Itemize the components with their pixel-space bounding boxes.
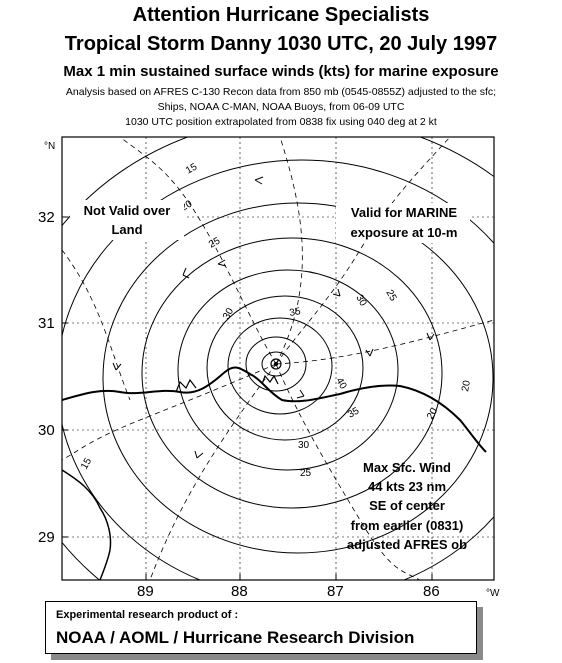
- contour-label: 20: [460, 379, 473, 392]
- contour-label: 35: [289, 306, 302, 319]
- coastline: [62, 366, 487, 580]
- not-valid-label: Not Valid over: [84, 203, 171, 218]
- contour-label: 25: [383, 288, 398, 304]
- analysis-note-2: Ships, NOAA C-MAN, NOAA Buoys, from 06-0…: [157, 101, 405, 113]
- storm-center-icon: [270, 358, 282, 370]
- max-wind-label: SE of center: [369, 498, 445, 513]
- contour-label: 15: [184, 161, 200, 176]
- contour-label: 25: [207, 235, 223, 250]
- credit-line-2: NOAA / AOML / Hurricane Research Divisio…: [56, 628, 415, 647]
- lon-tick-89: 89: [137, 583, 154, 600]
- lat-tick-29: 29: [38, 529, 55, 546]
- contour-label: 20: [425, 406, 440, 422]
- lon-tick-86: 86: [423, 583, 440, 600]
- wind-arrows: [112, 176, 435, 459]
- max-wind-label: from earlier (0831): [351, 518, 464, 533]
- analysis-note-3: 1030 UTC position extrapolated from 0838…: [125, 116, 437, 128]
- max-wind-label: adjusted AFRES ob: [347, 537, 467, 552]
- contour-label: 25: [300, 468, 312, 479]
- valid-marine-label: Valid for MARINE: [351, 205, 458, 220]
- title-line-3: Max 1 min sustained surface winds (kts) …: [63, 63, 499, 80]
- credit-box: Experimental research product of : NOAA …: [45, 601, 477, 654]
- analysis-note-1: Analysis based on AFRES C-130 Recon data…: [65, 86, 497, 98]
- axis-ticks: [62, 216, 433, 580]
- contour-label: 35: [346, 405, 362, 420]
- not-valid-label: Land: [111, 222, 142, 237]
- lat-unit: °N: [44, 141, 55, 152]
- lon-tick-88: 88: [231, 583, 248, 600]
- lat-tick-32: 32: [38, 209, 55, 226]
- contour-label: 15: [79, 456, 94, 472]
- contour-label: 30: [221, 306, 236, 322]
- streamlines: [62, 137, 494, 580]
- credit-line-1: Experimental research product of :: [56, 609, 239, 621]
- contour-label: 30: [298, 440, 310, 451]
- lat-tick-30: 30: [38, 422, 55, 439]
- title-line-1: Attention Hurricane Specialists: [132, 4, 430, 26]
- max-wind-label: Max Sfc. Wind: [363, 460, 451, 475]
- contour-label: 30: [353, 293, 368, 309]
- isotach-contours: [62, 137, 494, 580]
- lat-tick-31: 31: [38, 315, 55, 332]
- lon-tick-87: 87: [327, 583, 344, 600]
- valid-marine-label: exposure at 10-m: [351, 225, 458, 240]
- title-line-2: Tropical Storm Danny 1030 UTC, 20 July 1…: [64, 33, 498, 55]
- lon-unit: °W: [486, 588, 500, 599]
- max-wind-label: 44 kts 23 nm: [368, 479, 446, 494]
- map-frame: [61, 136, 495, 581]
- contour-label: 40: [333, 376, 348, 392]
